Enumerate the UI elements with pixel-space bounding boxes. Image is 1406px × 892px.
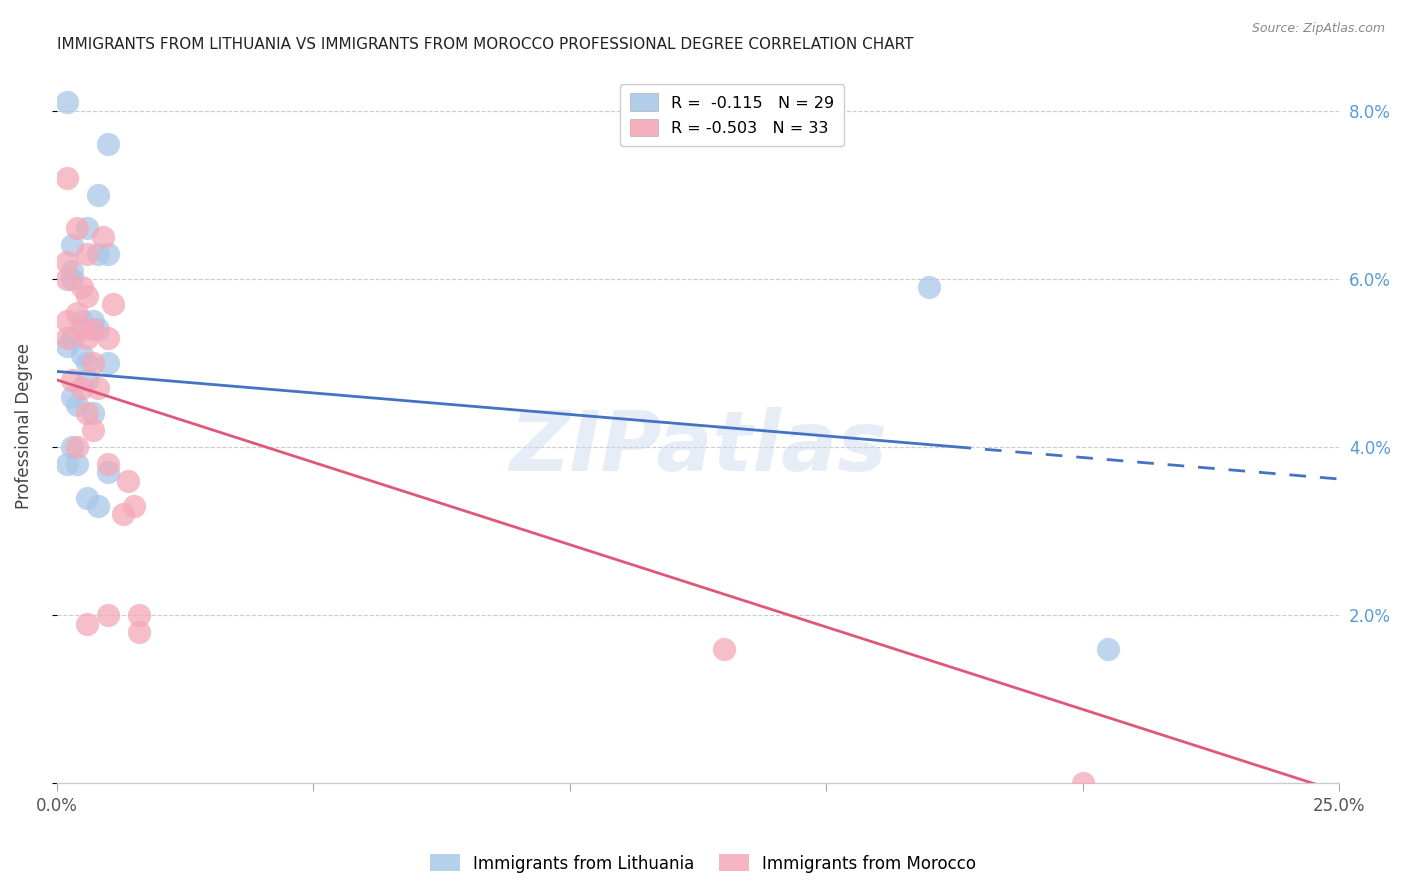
Point [60, 331, 83, 345]
Point [97, 331, 120, 345]
Point [91, 230, 114, 244]
Point [72, 381, 94, 395]
Point [60, 238, 83, 252]
Point [1097, 641, 1119, 656]
Point [97, 457, 120, 471]
Point [72, 348, 94, 362]
Point [82, 314, 104, 328]
Point [86, 246, 108, 260]
Point [66, 305, 89, 319]
Point [86, 322, 108, 336]
Point [56, 457, 79, 471]
Point [66, 440, 89, 454]
Point [72, 322, 94, 336]
Point [56, 272, 79, 286]
Point [82, 322, 104, 336]
Point [56, 339, 79, 353]
Point [76, 356, 98, 370]
Point [101, 297, 124, 311]
Point [76, 407, 98, 421]
Y-axis label: Professional Degree: Professional Degree [15, 343, 32, 509]
Point [60, 373, 83, 387]
Point [60, 272, 83, 286]
Point [1071, 776, 1094, 790]
Point [76, 491, 98, 505]
Text: Source: ZipAtlas.com: Source: ZipAtlas.com [1251, 22, 1385, 36]
Point [86, 187, 108, 202]
Legend: Immigrants from Lithuania, Immigrants from Morocco: Immigrants from Lithuania, Immigrants fr… [423, 847, 983, 880]
Point [56, 331, 79, 345]
Point [76, 373, 98, 387]
Legend: R =  -0.115   N = 29, R = -0.503   N = 33: R = -0.115 N = 29, R = -0.503 N = 33 [620, 84, 844, 146]
Point [66, 221, 89, 235]
Point [56, 95, 79, 110]
Point [82, 356, 104, 370]
Point [918, 280, 941, 294]
Point [56, 255, 79, 269]
Point [122, 499, 145, 513]
Point [76, 331, 98, 345]
Point [76, 246, 98, 260]
Point [76, 289, 98, 303]
Point [72, 280, 94, 294]
Point [117, 474, 139, 488]
Point [72, 314, 94, 328]
Point [97, 608, 120, 623]
Point [128, 625, 150, 640]
Point [86, 381, 108, 395]
Point [60, 263, 83, 277]
Point [76, 221, 98, 235]
Point [82, 407, 104, 421]
Point [76, 616, 98, 631]
Point [97, 465, 120, 479]
Point [713, 641, 735, 656]
Point [60, 390, 83, 404]
Point [82, 423, 104, 437]
Point [128, 608, 150, 623]
Point [56, 314, 79, 328]
Point [112, 508, 135, 522]
Text: ZIPatlas: ZIPatlas [509, 407, 887, 488]
Point [86, 499, 108, 513]
Point [97, 356, 120, 370]
Point [97, 137, 120, 152]
Text: IMMIGRANTS FROM LITHUANIA VS IMMIGRANTS FROM MOROCCO PROFESSIONAL DEGREE CORRELA: IMMIGRANTS FROM LITHUANIA VS IMMIGRANTS … [56, 37, 912, 53]
Point [97, 246, 120, 260]
Point [66, 398, 89, 412]
Point [56, 171, 79, 186]
Point [66, 457, 89, 471]
Point [60, 440, 83, 454]
